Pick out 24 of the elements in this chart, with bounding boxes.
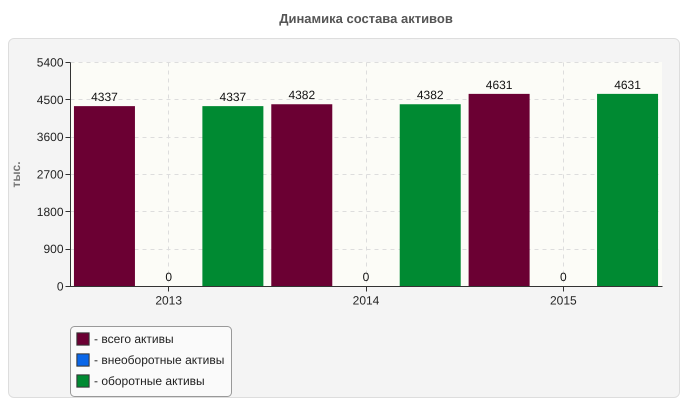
x-tick-label: 2015 [550, 294, 578, 308]
y-tick-label: 900 [43, 242, 64, 256]
legend-label: - оборотные активы [94, 374, 205, 388]
chart-title: Динамика состава активов [279, 11, 453, 26]
data-label: 4631 [486, 78, 513, 92]
y-tick-label: 5400 [36, 56, 64, 70]
y-tick-label: 0 [56, 280, 64, 294]
data-label: 4337 [91, 90, 118, 104]
y-tick-label: 2700 [36, 168, 64, 182]
x-tick-label: 2013 [155, 294, 182, 308]
data-label: 0 [560, 270, 567, 284]
data-label: 4382 [416, 88, 444, 102]
legend-label: - внеоборотные активы [94, 353, 224, 367]
data-label: 4382 [288, 88, 316, 102]
y-axis-title: тыс. [8, 161, 23, 188]
y-tick-label: 3600 [36, 130, 64, 144]
x-tick-label: 2014 [352, 294, 380, 308]
legend-label: - всего активы [94, 332, 174, 346]
y-tick-label: 4500 [36, 92, 64, 107]
data-label: 0 [362, 270, 370, 284]
data-label: 4337 [220, 90, 247, 104]
data-label: 4631 [614, 78, 642, 92]
data-label: 0 [165, 270, 172, 284]
y-tick-label: 1800 [36, 204, 64, 219]
